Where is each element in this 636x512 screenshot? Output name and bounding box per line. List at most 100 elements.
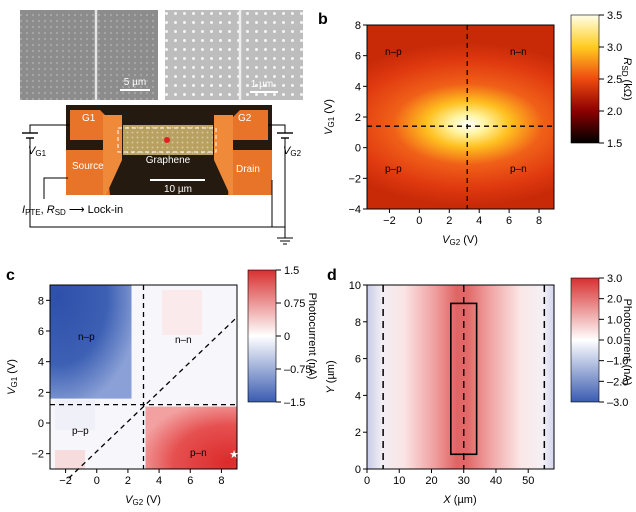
np-region-fill xyxy=(50,285,132,399)
circuit xyxy=(22,124,293,245)
colorbar-tick-label: 1.5 xyxy=(607,138,622,150)
colorbar-tick-label: –1.5 xyxy=(284,397,305,409)
y-tick-label: 4 xyxy=(38,357,44,369)
x-tick-label: 50 xyxy=(522,475,534,487)
gate1-label: G1 xyxy=(82,113,96,124)
x-tick-label: 8 xyxy=(218,475,224,487)
colorbar-ticks: 3.0 2.0 1.0 0.0 –1.0 –2.0 –3.0 xyxy=(599,273,628,409)
colorbar-tick-label: 3.5 xyxy=(607,10,622,22)
readout-label: IPTE, RSD ⟶ Lock-in xyxy=(22,204,123,217)
colorbar-tick-label: 3.0 xyxy=(607,42,622,54)
y-axis-label: VG1 (V) xyxy=(6,359,19,395)
y-tick-label: 0 xyxy=(355,464,361,476)
graphene-label: Graphene xyxy=(146,155,191,166)
colorbar-tick-label: 1.0 xyxy=(607,314,622,326)
y-tick-label: 6 xyxy=(355,51,361,63)
colorbar-tick-label: 2.0 xyxy=(607,106,622,118)
panel-d: d 0 10 20 30 40 50 0 2 4 6 8 10 X (µm) Y (µm) 3.0 2.… xyxy=(325,267,633,506)
region-label: n–n xyxy=(510,47,527,58)
vg1-label: VG1 xyxy=(28,145,47,158)
region-label: p–p xyxy=(72,426,89,437)
panel-a: a 5 µm 1 µm xyxy=(20,10,303,245)
drain-pad xyxy=(228,150,272,195)
colorbar-title: Photocurrent (nA) xyxy=(306,293,318,380)
colorbar xyxy=(247,269,277,403)
source-pad xyxy=(66,150,110,195)
colorbar-tick-label: –3.0 xyxy=(607,397,628,409)
colorbar-title: RSD (kΩ) xyxy=(620,57,633,100)
region-label: n–n xyxy=(175,335,192,346)
colorbar-tick-label: 0.0 xyxy=(607,335,622,347)
laser-spot xyxy=(164,137,170,143)
axes-d: 0 10 20 30 40 50 0 2 4 6 8 10 xyxy=(349,280,535,487)
x-tick-label: 0 xyxy=(364,475,370,487)
colorbar-tick-label: 2.0 xyxy=(607,294,622,306)
x-tick-label: −2 xyxy=(383,215,396,227)
scale-label-left: 5 µm xyxy=(124,77,146,88)
drain-label: Drain xyxy=(236,164,260,175)
region-label: p–p xyxy=(385,164,402,175)
y-tick-label: 2 xyxy=(355,112,361,124)
y-tick-label: 10 xyxy=(349,280,361,292)
colorbar-title: Photocurrent (nA) xyxy=(621,299,633,386)
y-tick-label: 0 xyxy=(355,143,361,155)
region-label: n–p xyxy=(78,332,95,343)
scale-label-right: 1 µm xyxy=(251,79,273,90)
colorbar-ticks: 3.5 3.0 2.5 2.0 1.5 xyxy=(599,10,622,150)
x-tick-label: 20 xyxy=(425,475,437,487)
colorbar-tick-label: 3.0 xyxy=(607,273,622,285)
axes-b: −2 0 2 4 6 8 −4 −2 0 2 4 6 8 xyxy=(348,20,542,227)
x-tick-label: 0 xyxy=(94,475,100,487)
x-tick-label: 30 xyxy=(458,475,470,487)
y-tick-label: −2 xyxy=(348,173,361,185)
y-tick-label: 6 xyxy=(38,326,44,338)
x-tick-label: 4 xyxy=(476,215,482,227)
panel-label-b: b xyxy=(318,11,328,28)
vg2-label: VG2 xyxy=(283,145,302,158)
y-tick-label: −2 xyxy=(31,449,44,461)
y-tick-label: 0 xyxy=(38,418,44,430)
x-axis-label: VG2 (V) xyxy=(442,234,478,247)
x-tick-label: 2 xyxy=(446,215,452,227)
sem-image-right: 1 µm xyxy=(165,10,303,100)
panel-label-c: c xyxy=(6,267,15,284)
x-axis-label: X (µm) xyxy=(442,494,476,506)
device-image: G1 G2 Source Drain Graphene 10 µm xyxy=(66,105,272,195)
x-tick-label: 6 xyxy=(187,475,193,487)
colorbar-tick-label: 0.75 xyxy=(284,298,305,310)
colorbar xyxy=(570,14,600,144)
x-tick-label: 0 xyxy=(416,215,422,227)
resistance-map xyxy=(367,25,554,209)
region-label: p–n xyxy=(510,164,527,175)
star-marker: ★ xyxy=(229,449,239,461)
graphene-channel-box xyxy=(450,302,478,456)
colorbar xyxy=(570,277,600,403)
colorbar-ticks: 1.5 0.75 0 –0.75 –1.5 xyxy=(276,265,312,409)
colorbar-tick-label: 0 xyxy=(284,331,290,343)
x-tick-label: 6 xyxy=(506,215,512,227)
y-tick-label: 6 xyxy=(355,354,361,366)
region-label: p–n xyxy=(190,448,207,459)
x-tick-label: 10 xyxy=(393,475,405,487)
y-tick-label: 2 xyxy=(38,387,44,399)
gate2-label: G2 xyxy=(238,113,252,124)
y-tick-label: 8 xyxy=(355,317,361,329)
colorbar-tick-label: –1.0 xyxy=(607,356,628,368)
photocurrent-map xyxy=(367,285,554,469)
x-axis-label: VG2 (V) xyxy=(125,494,161,507)
panel-label-d: d xyxy=(327,267,337,284)
x-tick-label: 40 xyxy=(490,475,502,487)
panel-b: b −2 0 2 4 6 8 −4 −2 0 2 4 6 8 n–p n–n p–p p–n VG2 (… xyxy=(318,10,633,247)
y-tick-label: 8 xyxy=(38,295,44,307)
plot-frame xyxy=(366,284,555,470)
colorbar-tick-label: –0.75 xyxy=(284,364,312,376)
y-axis-label: Y (µm) xyxy=(325,360,337,393)
x-tick-label: 4 xyxy=(156,475,162,487)
diagonal-line xyxy=(68,316,238,479)
y-tick-label: −4 xyxy=(348,204,361,216)
scan-region xyxy=(117,127,217,153)
y-tick-label: 4 xyxy=(355,390,361,402)
x-tick-label: 8 xyxy=(536,215,542,227)
